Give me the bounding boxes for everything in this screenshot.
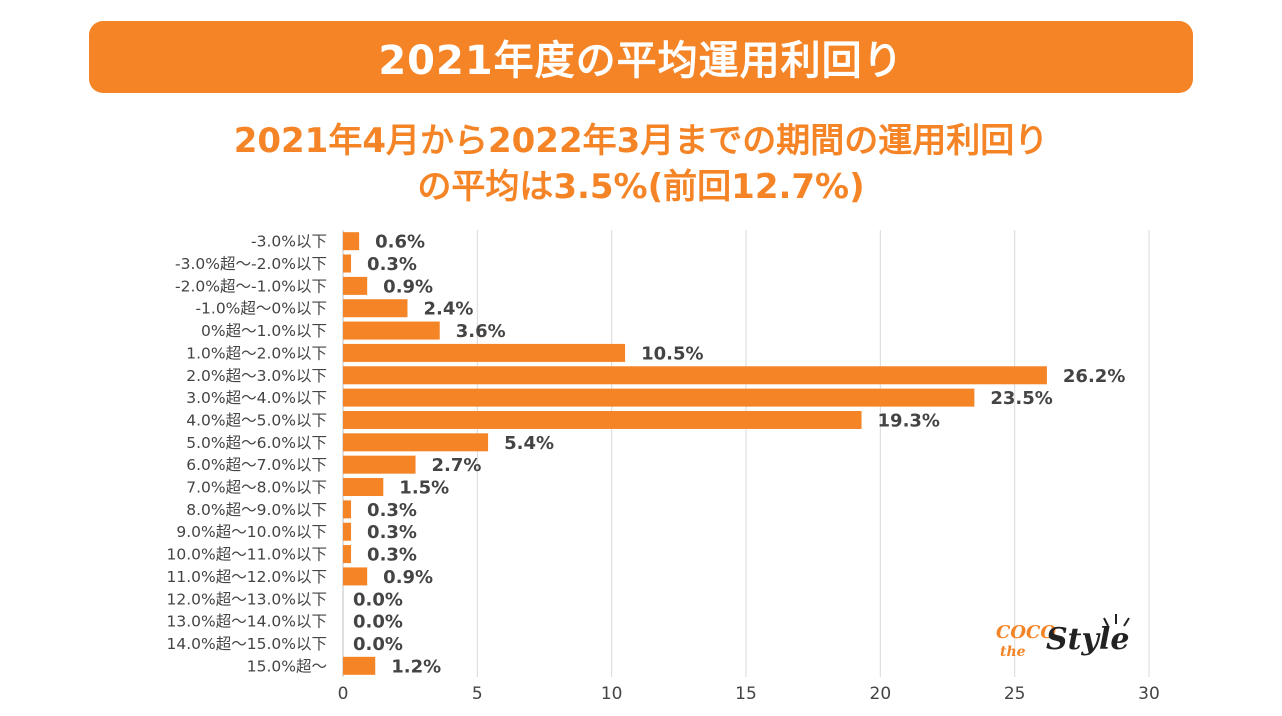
bar: [343, 299, 408, 318]
page-title: 2021年度の平均運用利回り: [378, 38, 904, 84]
subtitle-line-2: の平均は3.5%(前回12.7%): [417, 167, 865, 207]
bar: [343, 500, 352, 519]
category-label: 11.0%超～12.0%以下: [167, 568, 327, 586]
category-label: 5.0%超～6.0%以下: [186, 434, 327, 452]
data-label: 0.3%: [367, 254, 417, 275]
subtitle-line-1: 2021年4月から2022年3月までの期間の運用利回り: [233, 121, 1049, 161]
category-label: -3.0%以下: [251, 233, 327, 251]
bar: [343, 232, 360, 251]
bar: [343, 254, 352, 273]
logo-the: the: [1000, 644, 1026, 660]
x-tick-label: 0: [338, 684, 349, 704]
data-label: 10.5%: [641, 343, 703, 364]
data-label: 19.3%: [878, 410, 940, 431]
logo-coco: COCO: [996, 622, 1057, 643]
data-label: 0.0%: [353, 612, 403, 633]
bar: [343, 343, 626, 362]
category-label: 7.0%超～8.0%以下: [186, 479, 327, 497]
logo-style: Style: [1046, 622, 1130, 657]
chart-subtitle: 2021年4月から2022年3月までの期間の運用利回り の平均は3.5%(前回1…: [0, 118, 1282, 210]
x-tick-label: 20: [870, 684, 892, 704]
bar: [343, 656, 376, 675]
x-tick-label: 25: [1004, 684, 1026, 704]
bar: [343, 478, 384, 497]
data-label: 23.5%: [990, 388, 1052, 409]
x-tick-label: 30: [1138, 684, 1160, 704]
bar: [343, 567, 368, 586]
category-label: -1.0%超～0%以下: [195, 300, 327, 318]
category-label: 12.0%超～13.0%以下: [167, 590, 327, 608]
category-label: 4.0%超～5.0%以下: [186, 411, 327, 429]
bar: [343, 276, 368, 295]
category-label: 6.0%超～7.0%以下: [186, 456, 327, 474]
bar: [343, 545, 352, 564]
category-label: 8.0%超～9.0%以下: [186, 501, 327, 519]
category-label: 3.0%超～4.0%以下: [186, 389, 327, 407]
category-label: 14.0%超～15.0%以下: [167, 635, 327, 653]
data-label: 1.5%: [399, 478, 449, 499]
category-label: 13.0%超～14.0%以下: [167, 613, 327, 631]
x-tick-label: 5: [472, 684, 483, 704]
data-label: 1.2%: [391, 656, 441, 677]
data-label: 0.9%: [383, 567, 433, 588]
data-label: 5.4%: [504, 433, 554, 454]
bar: [343, 366, 1047, 385]
bar: [343, 321, 440, 340]
data-label: 0.0%: [353, 589, 403, 610]
category-label: 9.0%超～10.0%以下: [176, 523, 327, 541]
bar: [343, 455, 416, 474]
category-label: 15.0%超～: [247, 657, 327, 675]
x-tick-label: 10: [601, 684, 623, 704]
data-label: 2.4%: [423, 299, 473, 320]
data-label: 0.0%: [353, 634, 403, 655]
data-label: 2.7%: [432, 455, 482, 476]
bar: [343, 410, 862, 429]
data-label: 0.3%: [367, 500, 417, 521]
category-label: 1.0%超～2.0%以下: [186, 344, 327, 362]
coco-the-style-logo: COCO the Style: [992, 612, 1152, 674]
category-label: 10.0%超～11.0%以下: [167, 546, 327, 564]
logo-rays-icon: [1103, 614, 1130, 627]
data-label: 0.3%: [367, 545, 417, 566]
data-label: 0.3%: [367, 522, 417, 543]
bar: [343, 388, 975, 407]
data-label: 26.2%: [1063, 366, 1125, 387]
category-label: -2.0%超～-1.0%以下: [175, 277, 327, 295]
x-tick-label: 15: [735, 684, 757, 704]
category-label: 2.0%超～3.0%以下: [186, 367, 327, 385]
category-label: -3.0%超～-2.0%以下: [175, 255, 327, 273]
bar: [343, 522, 352, 541]
data-label: 3.6%: [456, 321, 506, 342]
data-label: 0.6%: [375, 232, 425, 253]
title-banner: 2021年度の平均運用利回り: [89, 21, 1193, 93]
category-label: 0%超～1.0%以下: [201, 322, 327, 340]
data-label: 0.9%: [383, 276, 433, 297]
bar: [343, 433, 489, 452]
